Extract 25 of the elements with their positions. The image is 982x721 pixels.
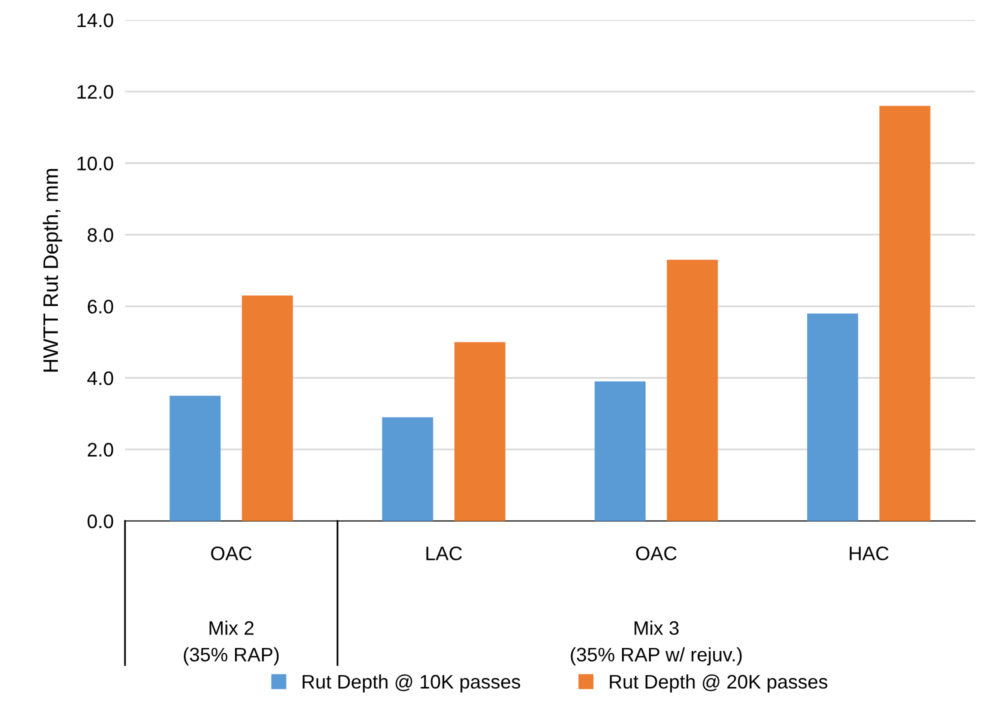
bar (242, 296, 293, 521)
bar (879, 106, 930, 521)
y-tick-label: 6.0 (88, 300, 114, 314)
x-tick-label: OAC (636, 546, 677, 560)
bar (382, 417, 434, 521)
y-tick-label: 12.0 (78, 85, 114, 99)
y-tick-label: 10.0 (78, 156, 114, 170)
legend-label: Rut Depth @ 20K passes (610, 674, 828, 692)
x-tick-label: HAC (850, 546, 889, 560)
bar (807, 313, 858, 521)
bar (454, 342, 506, 521)
text: Mix 3 (35% RAP w/ rejuv.) (570, 620, 742, 666)
text: Mix 2 (35% RAP) (184, 620, 279, 666)
y-tick-label: 0.0 (88, 514, 114, 528)
x-tick-label: LAC (426, 546, 462, 560)
x-tick-label: OAC (211, 546, 252, 560)
y-axis-title: HWTT Rut Depth, mm (42, 169, 62, 372)
y-tick-label: 8.0 (88, 228, 114, 242)
y-tick-label: 14.0 (78, 13, 114, 28)
y-tick-label: 2.0 (88, 442, 114, 457)
bar (666, 260, 718, 521)
y-tick-label: 4.0 (87, 371, 114, 386)
bar (170, 396, 221, 521)
bar (594, 381, 646, 521)
legend-label: Rut Depth @ 10K passes (302, 674, 520, 692)
